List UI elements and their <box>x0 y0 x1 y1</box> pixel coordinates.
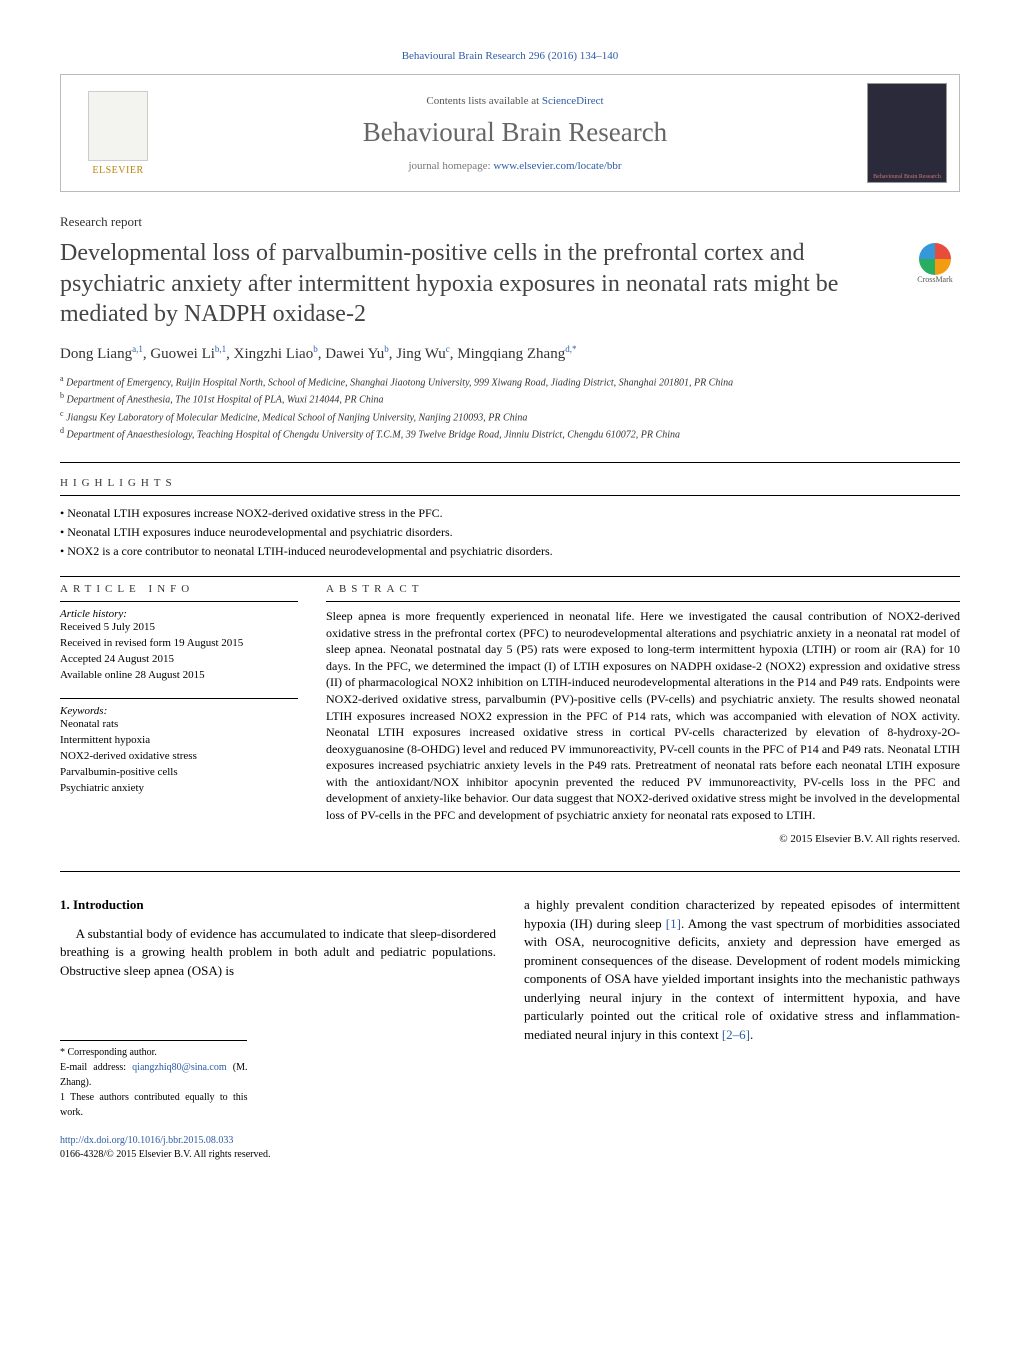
article-type: Research report <box>60 214 960 230</box>
crossmark-badge[interactable]: CrossMark <box>910 238 960 288</box>
intro-paragraph-1: A substantial body of evidence has accum… <box>60 925 496 980</box>
journal-homepage-link[interactable]: www.elsevier.com/locate/bbr <box>493 160 621 172</box>
issn-copyright: 0166-4328/© 2015 Elsevier B.V. All right… <box>60 1149 270 1160</box>
body-columns: 1. Introduction A substantial body of ev… <box>60 896 960 1162</box>
divider <box>60 462 960 463</box>
highlight-item: NOX2 is a core contributor to neonatal L… <box>60 542 960 561</box>
affiliation-line: d Department of Anaesthesiology, Teachin… <box>60 425 960 442</box>
keyword-item: Intermittent hypoxia <box>60 733 298 749</box>
doi-block: http://dx.doi.org/10.1016/j.bbr.2015.08.… <box>60 1134 496 1162</box>
email-line: E-mail address: qiangzhiq80@sina.com (M.… <box>60 1060 247 1090</box>
intro-p2-b: . Among the vast spectrum of morbidities… <box>524 916 960 1042</box>
abstract-label: ABSTRACT <box>326 583 960 595</box>
equal-contribution-note: 1 These authors contributed equally to t… <box>60 1090 247 1120</box>
sciencedirect-link[interactable]: ScienceDirect <box>542 95 604 107</box>
keywords-label: Keywords: <box>60 705 298 717</box>
abstract-copyright: © 2015 Elsevier B.V. All rights reserved… <box>326 833 960 845</box>
highlights-block: Neonatal LTIH exposures increase NOX2-de… <box>60 504 960 560</box>
history-line: Received 5 July 2015 <box>60 620 298 636</box>
elsevier-tree-icon <box>88 91 148 161</box>
abstract-text: Sleep apnea is more frequently experienc… <box>326 608 960 823</box>
divider <box>60 601 298 602</box>
divider <box>326 601 960 602</box>
highlight-item: Neonatal LTIH exposures increase NOX2-de… <box>60 504 960 523</box>
article-history-label: Article history: <box>60 608 298 620</box>
keyword-item: NOX2-derived oxidative stress <box>60 749 298 765</box>
highlights-label: HIGHLIGHTS <box>60 477 960 489</box>
article-info-label: ARTICLE INFO <box>60 583 298 595</box>
crossmark-label: CrossMark <box>917 275 953 284</box>
highlight-item: Neonatal LTIH exposures induce neurodeve… <box>60 523 960 542</box>
keyword-item: Neonatal rats <box>60 717 298 733</box>
divider <box>60 576 960 577</box>
citation-link[interactable]: [1] <box>666 916 681 931</box>
history-line: Received in revised form 19 August 2015 <box>60 636 298 652</box>
citation-link[interactable]: [2–6] <box>722 1027 750 1042</box>
journal-homepage-line: journal homepage: www.elsevier.com/locat… <box>163 160 867 172</box>
affiliation-line: a Department of Emergency, Ruijin Hospit… <box>60 373 960 390</box>
publisher-label: ELSEVIER <box>92 165 143 176</box>
contents-prefix: Contents lists available at <box>426 95 541 107</box>
homepage-prefix: journal homepage: <box>408 160 493 172</box>
footnotes-block: * Corresponding author. E-mail address: … <box>60 1040 247 1120</box>
affiliation-line: c Jiangsu Key Laboratory of Molecular Me… <box>60 408 960 425</box>
journal-name: Behavioural Brain Research <box>163 117 867 148</box>
keyword-item: Parvalbumin-positive cells <box>60 765 298 781</box>
corresponding-author-note: * Corresponding author. <box>60 1045 247 1060</box>
journal-cover-thumbnail: Behavioural Brain Research <box>867 83 947 183</box>
contents-list-line: Contents lists available at ScienceDirec… <box>163 95 867 107</box>
history-line: Accepted 24 August 2015 <box>60 652 298 668</box>
history-line: Available online 28 August 2015 <box>60 668 298 684</box>
intro-heading: 1. Introduction <box>60 896 496 914</box>
affiliations-block: a Department of Emergency, Ruijin Hospit… <box>60 373 960 442</box>
article-title: Developmental loss of parvalbumin-positi… <box>60 238 896 330</box>
affiliation-line: b Department of Anesthesia, The 101st Ho… <box>60 390 960 407</box>
divider <box>60 495 960 496</box>
authors-line: Dong Lianga,1, Guowei Lib,1, Xingzhi Lia… <box>60 344 960 363</box>
email-label: E-mail address: <box>60 1062 132 1073</box>
journal-reference: Behavioural Brain Research 296 (2016) 13… <box>60 50 960 62</box>
doi-link[interactable]: http://dx.doi.org/10.1016/j.bbr.2015.08.… <box>60 1135 233 1146</box>
intro-p2-c: . <box>750 1027 753 1042</box>
intro-paragraph-2: a highly prevalent condition characteriz… <box>524 896 960 1044</box>
crossmark-icon <box>919 243 951 275</box>
journal-header-box: ELSEVIER Contents lists available at Sci… <box>60 74 960 192</box>
keyword-item: Psychiatric anxiety <box>60 781 298 797</box>
divider <box>60 871 960 872</box>
corresponding-email-link[interactable]: qiangzhiq80@sina.com <box>132 1062 226 1073</box>
publisher-logo: ELSEVIER <box>73 83 163 183</box>
divider <box>60 698 298 699</box>
